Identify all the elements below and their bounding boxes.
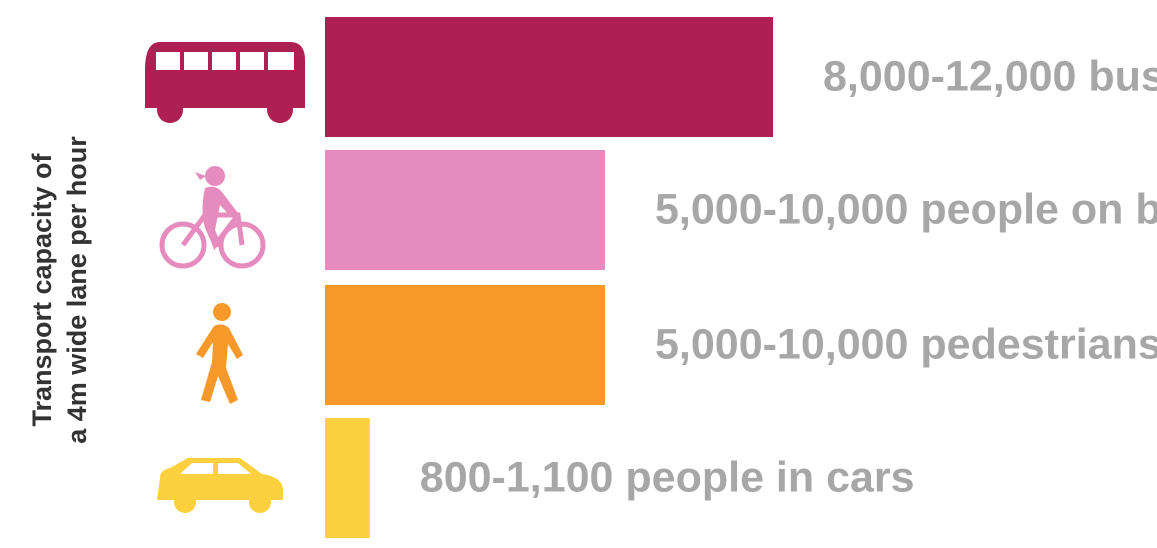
- bike-icon: [159, 166, 266, 269]
- bar: [325, 285, 605, 405]
- bus-icon: [145, 42, 305, 123]
- value-label: 800-1,100 people in cars: [420, 453, 915, 501]
- bar: [325, 150, 605, 270]
- value-label: 5,000-10,000 people on bikes: [655, 185, 1157, 233]
- car-icon: [157, 458, 283, 513]
- y-axis-label: Transport capacity of a 4m wide lane per…: [27, 136, 92, 444]
- y-axis-label-line: a 4m wide lane per hour: [62, 136, 92, 444]
- value-label: 5,000-10,000 pedestrians: [655, 320, 1157, 368]
- value-label: 8,000-12,000 bus passengers: [823, 52, 1157, 100]
- bar: [325, 418, 370, 538]
- pedestrian-icon: [196, 303, 243, 404]
- bar: [325, 17, 773, 137]
- y-axis-label-line: Transport capacity of: [27, 152, 57, 426]
